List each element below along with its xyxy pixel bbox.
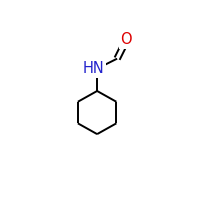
Text: HN: HN — [82, 61, 104, 76]
Text: O: O — [121, 32, 132, 47]
